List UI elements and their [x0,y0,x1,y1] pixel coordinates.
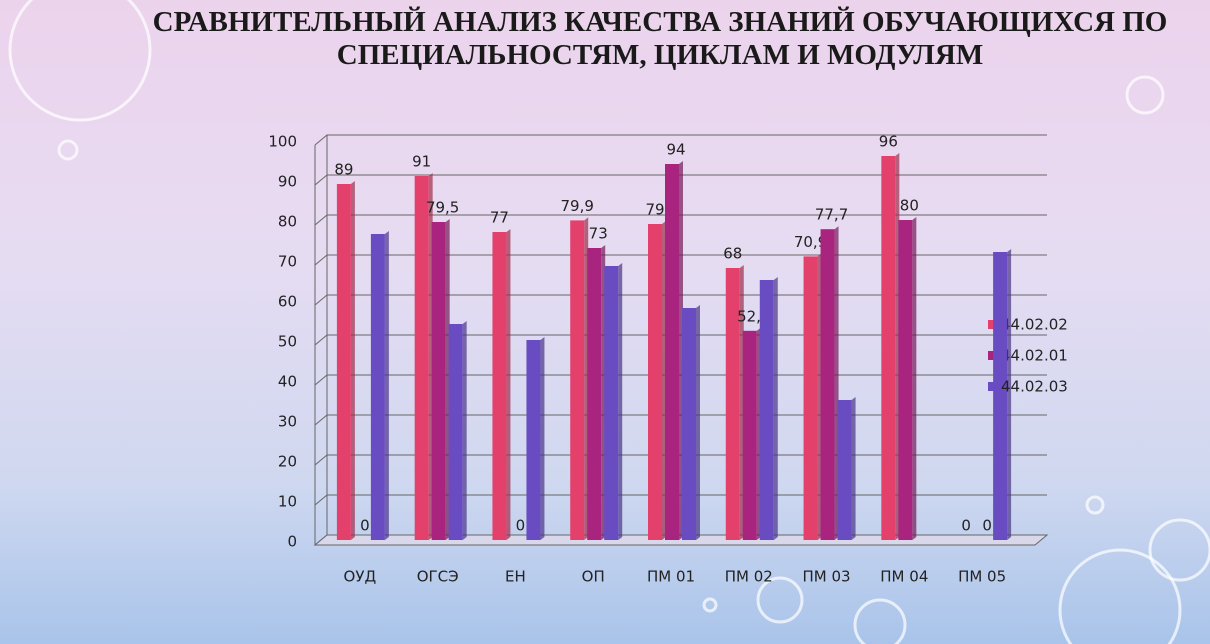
bar [432,219,450,540]
bar [804,253,822,540]
y-tick-label: 70 [278,253,297,271]
bar [760,277,778,540]
bar-face [821,229,835,540]
bar-side [852,397,856,540]
bar [492,229,510,540]
bar-side [912,217,916,540]
data-label: 0 [961,517,971,535]
y-tick-label: 90 [278,173,297,191]
bar [665,161,683,540]
bar-face [371,234,385,540]
bar-face [993,252,1007,540]
bar-face [648,224,662,540]
bar [726,265,744,540]
data-label: 77,7 [815,206,848,224]
bar [604,263,622,540]
legend-swatch [988,382,997,391]
bar-face [587,248,601,540]
bar [337,181,355,540]
bar [449,321,467,540]
y-tick-label: 10 [278,493,297,511]
bar [682,305,700,540]
legend-label: 44.02.03 [1001,378,1068,396]
bar-side [696,305,700,540]
bar [526,337,544,540]
bar-face [665,164,679,540]
data-label: 79 [645,201,664,219]
bar-face [898,220,912,540]
chart: 0 10 20 30 40 50 60 70 80 90 100 ОУД ОГСЭ ЕН ОП ПМ 01 ПМ… [0,0,1210,644]
data-label: 96 [879,133,898,151]
data-label: 68 [723,245,742,263]
bar-face [337,184,351,540]
y-tick-label: 60 [278,293,297,311]
bar-face [415,176,429,540]
bar [371,231,389,540]
data-label: 94 [666,141,685,159]
x-tick-label: ПМ 02 [725,568,773,586]
bar-side [351,181,355,540]
bar [881,153,899,540]
bar-face [838,400,852,540]
bar-side [385,231,389,540]
y-tick-label: 40 [278,373,297,391]
x-tick-label: ОУД [344,568,377,586]
bar-side [463,321,467,540]
data-label: 0 [360,517,370,535]
x-tick-label: ПМ 04 [880,568,928,586]
x-tick-label: ПМ 03 [803,568,851,586]
bar-side [506,229,510,540]
y-tick-label: 30 [278,413,297,431]
bar-face [682,308,696,540]
data-label: 79,5 [426,199,459,217]
x-tick-label: ОГСЭ [417,568,459,586]
data-label: 77 [490,209,509,227]
y-tick-label: 50 [278,333,297,351]
bar-face [881,156,895,540]
x-tick-label: ЕН [505,568,526,586]
bar-face [604,266,618,540]
data-label: 0 [516,517,526,535]
y-tick-label: 20 [278,453,297,471]
data-label: 91 [412,153,431,171]
bar [743,328,761,540]
bar-face [804,256,818,540]
bar-face [570,220,584,540]
bar [898,217,916,540]
bar-side [540,337,544,540]
y-tick-label: 0 [287,533,297,551]
bar-side [774,277,778,540]
data-label: 79,9 [561,197,594,215]
bar-face [743,331,757,540]
bar-face [492,232,506,540]
bar-face [760,280,774,540]
data-label: 73 [589,225,608,243]
bar-side [618,263,622,540]
bar [415,173,433,540]
bar [570,217,588,540]
bar-face [526,340,540,540]
bar [587,245,605,540]
x-tick-label: ПМ 01 [647,568,695,586]
data-label: 89 [334,161,353,179]
bar [648,221,666,540]
bar-face [449,324,463,540]
data-label: 0 [982,517,992,535]
data-label: 80 [900,197,919,215]
bar [838,397,856,540]
bar-face [432,222,446,540]
slide: {"chart_data": {"type": "bar", "title": … [0,0,1210,644]
x-tick-label: ОП [582,568,605,586]
y-tick-label: 80 [278,213,297,231]
bar [821,226,839,540]
x-tick-label: ПМ 05 [958,568,1006,586]
y-tick-label: 100 [268,133,297,151]
